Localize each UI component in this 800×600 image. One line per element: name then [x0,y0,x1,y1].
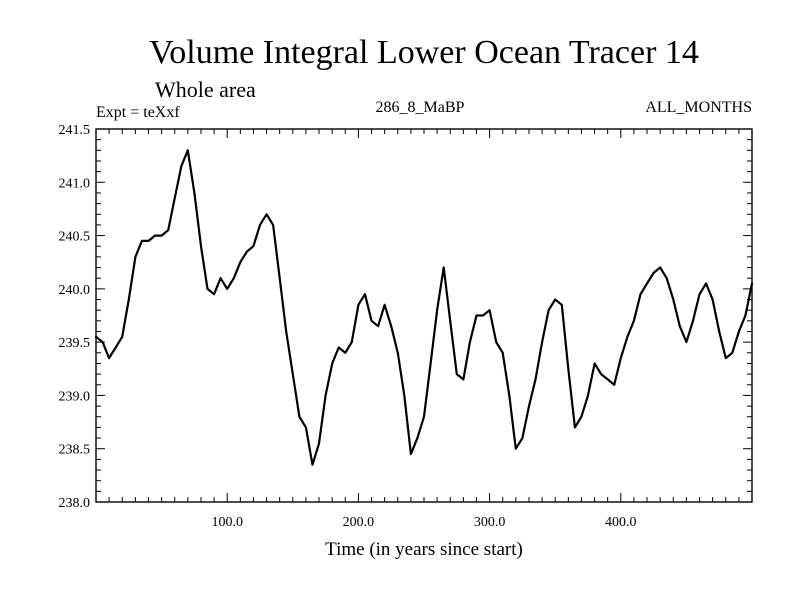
y-tick-label: 241.5 [59,123,91,138]
x-axis-label: Time (in years since start) [325,539,523,560]
y-tick-label: 238.0 [59,496,91,511]
y-tick-label: 239.5 [59,336,91,351]
axis-ticks [96,129,752,502]
y-tick-label: 240.5 [59,230,91,245]
chart-subtitle: Whole area [155,77,256,102]
y-tick-label: 240.0 [59,283,91,298]
y-tick-label: 241.0 [59,176,91,191]
x-tick-label: 400.0 [605,515,637,530]
chart-title: Volume Integral Lower Ocean Tracer 14 [149,34,699,71]
annotation-experiment: Expt = teXxf [96,104,180,121]
y-tick-label: 239.0 [59,389,91,404]
annotation-period: 286_8_MaBP [376,99,465,116]
annotation-months: ALL_MONTHS [645,99,752,116]
x-tick-label: 200.0 [343,515,375,530]
x-tick-label: 300.0 [474,515,506,530]
axis-tick-labels: 100.0 200.0 300.0 400.0 238.0 238.5 239.0 239.5… [59,123,637,530]
y-tick-label: 238.5 [59,443,91,458]
series-line [94,149,754,466]
plot-area [95,128,753,503]
x-tick-label: 100.0 [211,515,243,530]
